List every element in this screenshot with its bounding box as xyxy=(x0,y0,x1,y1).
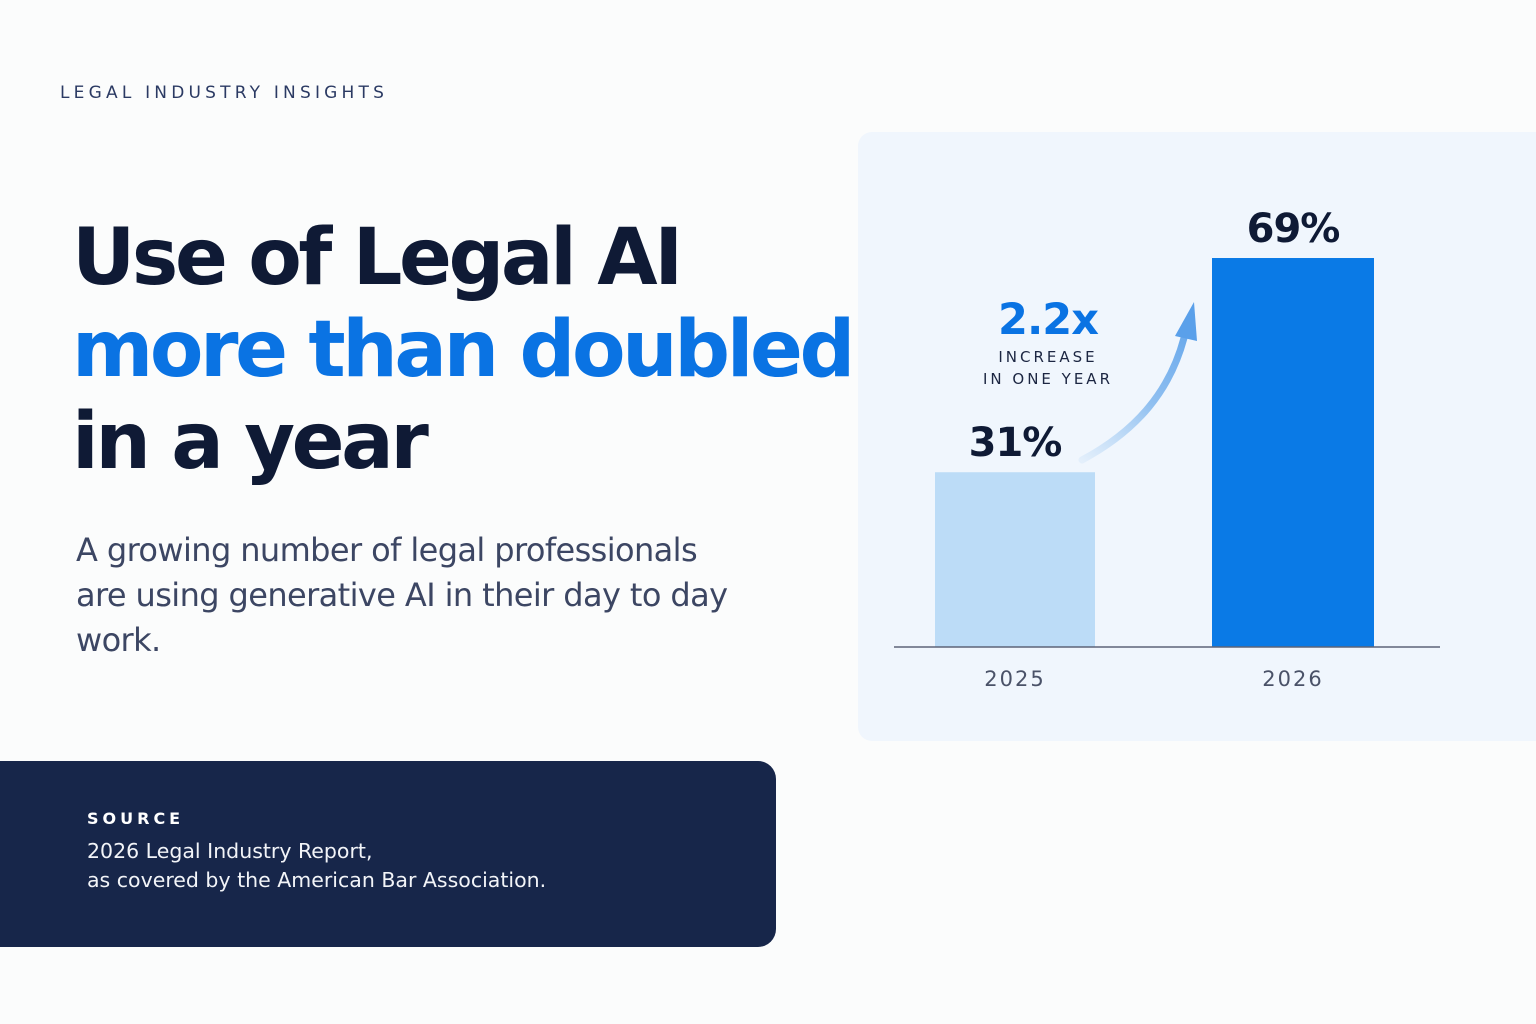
source-label: SOURCE xyxy=(87,809,185,828)
growth-arrow-icon xyxy=(1078,334,1188,464)
growth-caption: INCREASE IN ONE YEAR xyxy=(948,346,1148,390)
eyebrow-label: LEGAL INDUSTRY INSIGHTS xyxy=(60,83,389,103)
growth-arrowhead-icon xyxy=(1175,302,1197,341)
headline-line-2-accent: more than doubled xyxy=(72,305,855,395)
value-label-2026: 69% xyxy=(1247,206,1340,252)
source-line-2: as covered by the American Bar Associati… xyxy=(87,868,547,892)
subtitle: A growing number of legal professionals … xyxy=(76,531,728,659)
category-label-2026: 2026 xyxy=(1262,667,1323,691)
bar-2025 xyxy=(935,472,1095,647)
growth-callout: 2.2x INCREASE IN ONE YEAR xyxy=(948,296,1148,390)
bar-2026 xyxy=(1212,258,1374,647)
growth-multiplier: 2.2x xyxy=(998,295,1099,345)
growth-caption-line-1: INCREASE xyxy=(998,348,1098,366)
category-label-2025: 2025 xyxy=(984,667,1045,691)
source-line-1: 2026 Legal Industry Report, xyxy=(87,839,373,863)
headline: Use of Legal AI more than doubled in a y… xyxy=(72,212,855,488)
source-citation: 2026 Legal Industry Report, as covered b… xyxy=(87,837,546,895)
growth-caption-line-2: IN ONE YEAR xyxy=(982,370,1113,388)
headline-line-3: in a year xyxy=(72,397,429,487)
headline-line-1: Use of Legal AI xyxy=(72,213,683,303)
value-label-2025: 31% xyxy=(969,420,1062,466)
source-panel: SOURCE 2026 Legal Industry Report, as co… xyxy=(0,761,776,947)
